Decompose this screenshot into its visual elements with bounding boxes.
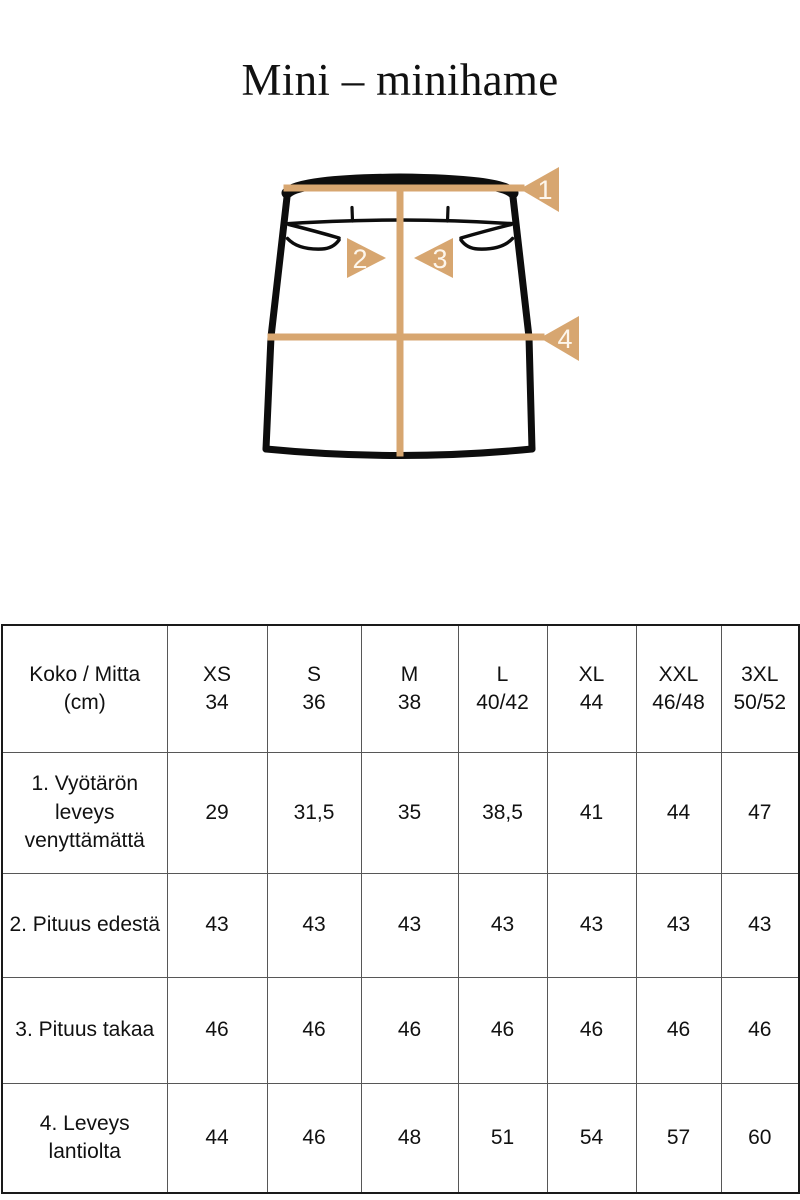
svg-text:4: 4 [557,324,572,354]
svg-text:2: 2 [352,244,367,274]
svg-text:1: 1 [537,175,552,205]
svg-text:3: 3 [432,244,447,274]
